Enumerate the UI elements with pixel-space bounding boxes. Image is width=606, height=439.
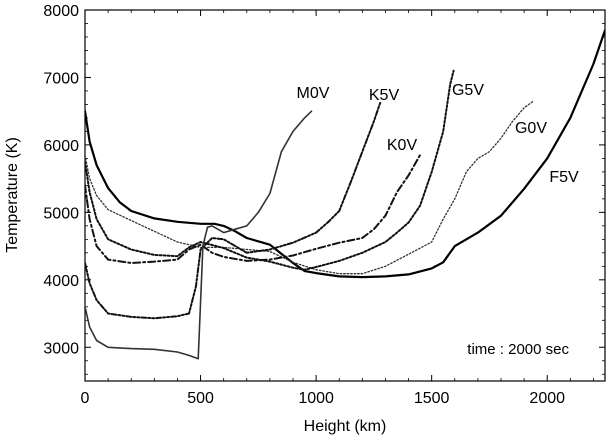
x-axis-title: Height (km) bbox=[304, 418, 387, 435]
x-tick-label: 0 bbox=[81, 390, 90, 407]
x-tick-label: 1500 bbox=[414, 390, 450, 407]
x-tick-label: 1000 bbox=[298, 390, 334, 407]
series-label-g5v: G5V bbox=[452, 82, 484, 99]
series-line-m0v bbox=[85, 110, 313, 360]
y-tick-label: 7000 bbox=[43, 70, 79, 87]
series-label-k5v: K5V bbox=[369, 87, 400, 104]
axis-ticks: 0 500 1000 1500 2000 3000 4000 5000 6000 7000 8000 bbox=[43, 3, 605, 407]
series-label-k0v: K0V bbox=[387, 137, 418, 154]
series-label-g0v: G0V bbox=[515, 120, 547, 137]
series-line-k0v bbox=[85, 154, 422, 264]
y-tick-label: 8000 bbox=[43, 3, 79, 20]
plot-frame bbox=[84, 9, 606, 382]
x-tick-label: 500 bbox=[187, 390, 214, 407]
series-labels: M0V K5V G5V K0V G0V F5V bbox=[297, 82, 579, 186]
series-line-f5v bbox=[85, 29, 605, 279]
y-tick-label: 4000 bbox=[43, 273, 79, 290]
series-label-m0v: M0V bbox=[297, 85, 330, 102]
series-line-k5v bbox=[85, 100, 382, 320]
series-line-g5v bbox=[85, 69, 455, 271]
y-tick-label: 3000 bbox=[43, 340, 79, 357]
x-tick-label: 2000 bbox=[529, 390, 565, 407]
series-line-g0v bbox=[85, 100, 535, 275]
series-lines bbox=[85, 29, 605, 360]
y-tick-label: 5000 bbox=[43, 205, 79, 222]
y-tick-label: 6000 bbox=[43, 138, 79, 155]
time-annotation: time : 2000 sec bbox=[467, 341, 569, 358]
series-label-f5v: F5V bbox=[549, 169, 579, 186]
y-axis-title: Temperature (K) bbox=[4, 137, 21, 253]
